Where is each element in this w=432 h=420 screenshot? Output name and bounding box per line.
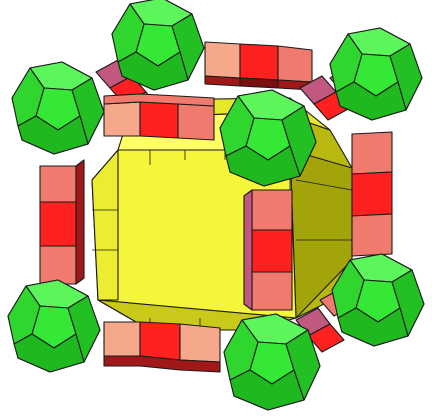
node-top-center <box>111 0 205 91</box>
node-top-right <box>329 27 423 121</box>
link-right-vertical <box>351 131 393 257</box>
link-bottom-front <box>103 321 221 373</box>
node-bottom-left <box>7 279 101 373</box>
node-bottom-right <box>331 253 425 347</box>
link-top-front <box>103 93 215 141</box>
back-link-top <box>204 41 313 91</box>
node-top-left <box>11 61 105 155</box>
node-center <box>219 89 317 187</box>
link-left-vertical <box>39 159 85 285</box>
node-bottom-center <box>223 313 321 411</box>
link-center-vertical <box>243 189 293 311</box>
